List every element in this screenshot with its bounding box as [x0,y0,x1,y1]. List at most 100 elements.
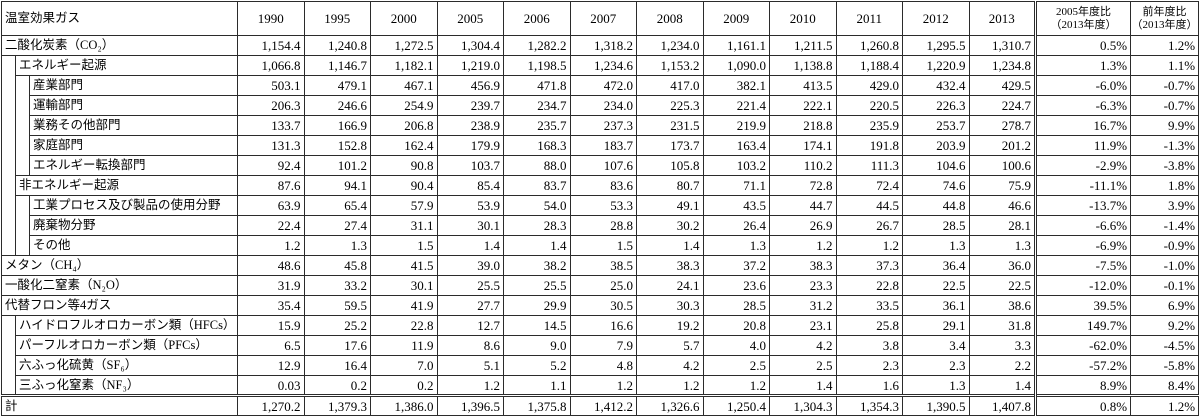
value-cell-2005: 1,396.5 [436,394,505,416]
value-cell-2008: 1,234.0 [636,35,704,56]
header-year-2008: 2008 [636,1,704,36]
value-cell-2009: 221.4 [702,95,771,116]
value-cell-2000: 162.4 [370,135,438,156]
value-cell-1995: 16.4 [303,355,372,376]
change-vs-prev-cell: -1.4% [1130,215,1200,236]
value-cell-2008: 49.1 [636,195,704,216]
table-row: 三ふっ化窒素（NF₃） 0.03 0.2 0.2 1.2 1.1 1.2 1.2 1.2 1.4 1… [2,375,1200,396]
value-cell-2006: 14.5 [503,315,571,336]
value-cell-2012: 253.7 [902,115,970,136]
value-cell-2011: 235.9 [835,115,904,136]
change-vs-prev-cell: -0.1% [1130,275,1200,296]
table-row: ハイドロフルオロカーボン類（HFCs） 15.9 25.2 22.8 12.7 14.5 1… [1,315,1200,396]
table-row: 産業部門 503.1 479.1 467.1 456.9 471.8 472.0 417.0 3… [2,75,1200,176]
value-cell-2007: 234.0 [569,95,638,116]
value-cell-2000: 57.9 [370,195,438,216]
change-vs-prev-cell: 9.2% [1130,315,1200,336]
header-change-vs-2005-line1: 2005年度比 [1056,5,1112,18]
change-vs-2005-cell: 39.5% [1034,295,1132,316]
value-cell-2011: 191.8 [835,135,904,156]
row-label: 一酸化二窒素（N₂O） [0,275,239,296]
value-cell-2006: 471.8 [503,75,571,96]
change-vs-2005-cell: -6.6% [1034,215,1132,236]
value-cell-2009: 163.4 [702,135,771,156]
value-cell-2011: 1,188.4 [835,55,904,76]
value-cell-2011: 111.3 [835,155,904,176]
value-cell-1995: 33.2 [303,275,372,296]
value-cell-2008: 105.8 [636,155,704,176]
value-cell-2012: 226.3 [902,95,970,116]
value-cell-1995: 59.5 [303,295,372,316]
value-cell-2009: 4.0 [702,335,771,356]
value-cell-2010: 44.7 [769,195,837,216]
value-cell-1995: 65.4 [303,195,372,216]
value-cell-1995: 45.8 [303,255,372,276]
value-cell-2011: 44.5 [835,195,904,216]
value-cell-2008: 173.7 [636,135,704,156]
value-cell-2008: 38.3 [636,255,704,276]
change-vs-2005-cell: 0.8% [1034,394,1132,416]
value-cell-1990: 131.3 [237,135,305,156]
value-cell-2010: 1,211.5 [769,35,837,56]
value-cell-2009: 37.2 [702,255,771,276]
change-vs-prev-cell: -3.8% [1130,155,1200,176]
header-year-1995: 1995 [303,1,372,36]
value-cell-1990: 6.5 [237,335,305,356]
value-cell-1990: 87.6 [237,175,305,196]
value-cell-2013: 22.5 [968,275,1037,296]
change-vs-prev-cell: 1.2% [1130,394,1200,416]
value-cell-2012: 1,220.9 [902,55,970,76]
value-cell-1990: 1,270.2 [237,394,305,416]
value-cell-2012: 1.3 [902,375,970,396]
value-cell-2008: 30.2 [636,215,704,236]
value-cell-2005: 238.9 [436,115,505,136]
value-cell-2000: 467.1 [370,75,438,96]
table-row: 廃棄物分野 22.4 27.4 31.1 30.1 28.3 28.8 30.2 26.4 26.… [2,215,1200,236]
change-vs-prev-cell: 1.8% [1130,175,1200,196]
value-cell-2000: 1,182.1 [370,55,438,76]
row-label: 産業部門 [28,75,239,96]
value-cell-2011: 1,260.8 [835,35,904,56]
value-cell-2009: 1,161.1 [702,35,771,56]
change-vs-2005-cell: -6.3% [1034,95,1132,116]
value-cell-2009: 1.2 [702,375,771,396]
table-row: その他 1.2 1.3 1.5 1.4 1.4 1.5 1.4 1.3 1.2 1.2 1.3 1.3-… [2,235,1200,256]
value-cell-2011: 37.3 [835,255,904,276]
value-cell-1995: 25.2 [303,315,372,336]
header-year-2006: 2006 [503,1,571,36]
value-cell-2011: 33.5 [835,295,904,316]
indent-cell [1,315,16,396]
value-cell-2011: 2.3 [835,355,904,376]
value-cell-1990: 31.9 [237,275,305,296]
value-cell-1990: 15.9 [237,315,305,336]
change-vs-2005-cell: -13.7% [1034,195,1132,216]
value-cell-2006: 168.3 [503,135,571,156]
value-cell-2000: 41.5 [370,255,438,276]
value-cell-2013: 2.2 [968,355,1037,376]
value-cell-1990: 22.4 [237,215,305,236]
value-cell-1995: 0.2 [303,375,372,396]
table-row: 非エネルギー起源 87.6 94.1 90.4 85.4 83.7 83.6 80.7 71.1… [2,175,1200,196]
value-cell-2012: 28.5 [902,215,970,236]
table-row: エネルギー起源 1,066.8 1,146.7 1,182.1 1,219.0 1,198… [1,55,1200,256]
value-cell-2007: 53.3 [569,195,638,216]
value-cell-2013: 224.7 [968,95,1037,116]
value-cell-2012: 74.6 [902,175,970,196]
change-vs-prev-cell: 6.9% [1130,295,1200,316]
value-cell-2000: 254.9 [370,95,438,116]
value-cell-2009: 23.6 [702,275,771,296]
value-cell-2000: 90.4 [370,175,438,196]
value-cell-1995: 27.4 [303,215,372,236]
value-cell-2008: 5.7 [636,335,704,356]
value-cell-2006: 9.0 [503,335,571,356]
value-cell-2010: 1.4 [769,375,837,396]
value-cell-2011: 25.8 [835,315,904,336]
change-vs-prev-cell: 1.2% [1130,35,1200,56]
row-label: 運輸部門 [28,95,239,116]
value-cell-2007: 38.5 [569,255,638,276]
value-cell-2006: 29.9 [503,295,571,316]
header-row: 温室効果ガス 1990 1995 2000 2005 2006 2007 2008 2009 20… [0,1,1200,36]
change-vs-prev-cell: -0.7% [1130,95,1200,116]
row-label: エネルギー転換部門 [28,155,239,176]
value-cell-2012: 1.3 [902,235,970,256]
